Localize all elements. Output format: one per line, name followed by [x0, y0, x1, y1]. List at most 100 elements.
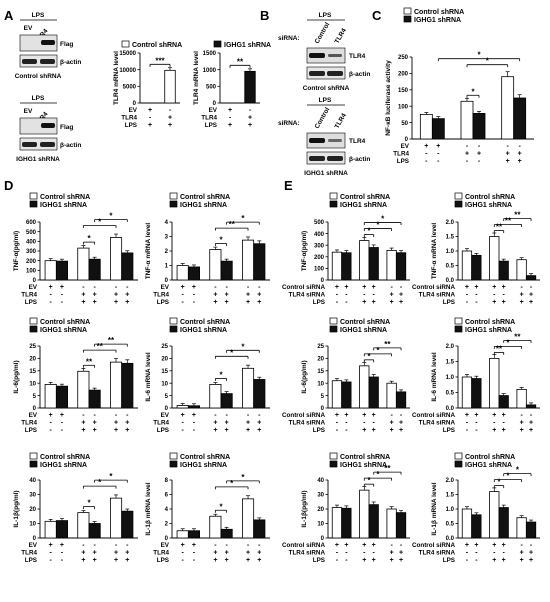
sig-marker: **: [384, 464, 391, 473]
band-label-tlr4: TLR4: [349, 53, 366, 60]
condition-value: +: [213, 557, 217, 564]
sig-marker: **: [237, 57, 244, 66]
condition-label: LPS: [25, 427, 37, 434]
sig-marker: *: [241, 214, 245, 223]
condition-value: -: [249, 107, 252, 114]
legend-label: IGHG1 shRNA: [465, 462, 512, 469]
condition-value: +: [148, 107, 152, 114]
condition-value: +: [148, 122, 152, 129]
legend-swatch: [454, 317, 463, 325]
condition-label: LPS: [25, 557, 37, 564]
panel-label-c: C: [372, 8, 382, 23]
condition-value: +: [114, 420, 118, 427]
condition-value: +: [399, 427, 403, 434]
bar: [77, 512, 90, 539]
legend-swatch: [329, 192, 338, 200]
condition-value: -: [193, 557, 196, 564]
condition-value: +: [390, 420, 394, 427]
y-axis-label: TNF-α mRNA level: [145, 223, 152, 280]
condition-value: -: [425, 151, 428, 158]
sig-marker: *: [367, 227, 371, 236]
condition-value: +: [492, 427, 496, 434]
legend-label: Control shRNA: [465, 454, 515, 461]
y-tick-label: 10: [161, 381, 168, 387]
bar: [341, 381, 352, 409]
legend-label: Control shRNA: [340, 194, 390, 201]
legend-label: IGHG1 shRNA: [40, 462, 87, 469]
bar: [516, 388, 527, 409]
condition-value: +: [192, 284, 196, 291]
legend-label: IGHG1 shRNA: [465, 327, 512, 334]
y-tick-label: 15000: [119, 51, 136, 57]
condition-value: -: [345, 420, 348, 427]
bar: [242, 498, 255, 539]
condition-label: LPS: [443, 427, 455, 434]
condition-value: +: [506, 158, 510, 165]
bar: [395, 252, 407, 281]
y-tick-label: 0.5: [446, 391, 455, 397]
y-tick-label: 100: [398, 104, 409, 110]
sig-marker: *: [376, 221, 380, 230]
condition-value: +: [372, 299, 376, 306]
bar: [419, 114, 433, 140]
bar: [176, 530, 189, 539]
sig-marker: *: [486, 57, 490, 66]
condition-value: -: [518, 143, 521, 150]
condition-label: LPS: [125, 122, 137, 129]
y-tick-label: 0.5: [446, 264, 455, 270]
bar: [501, 76, 515, 140]
condition-label: EV: [401, 143, 410, 150]
legend-label: Control shRNA: [40, 454, 90, 461]
blot-b-ighg1: LPS siRNA: Control TLR4 TLR4 β-actin IGH…: [278, 97, 370, 177]
bar: [461, 376, 473, 409]
sirna-label: siRNA:: [278, 120, 300, 127]
condition-value: +: [60, 542, 64, 549]
condition-label: TLR4: [201, 115, 217, 122]
legend-swatch: [454, 192, 463, 200]
condition-value: -: [520, 284, 523, 291]
condition-value: -: [258, 542, 261, 549]
condition-value: +: [114, 427, 118, 434]
condition-value: -: [345, 550, 348, 557]
blot-header: LPS: [319, 12, 332, 19]
condition-label: TLR4 siRNA: [289, 292, 326, 299]
condition-label: LPS: [313, 557, 325, 564]
bar: [88, 389, 101, 409]
condition-value: +: [390, 427, 394, 434]
bar: [525, 275, 537, 281]
bar: [471, 254, 482, 281]
legend-label: IGHG1 shRNA: [40, 202, 87, 209]
condition-value: +: [529, 427, 533, 434]
condition-value: -: [182, 299, 185, 306]
condition-value: -: [345, 292, 348, 299]
sig-marker: *: [376, 346, 380, 355]
y-tick-label: 5000: [123, 85, 137, 91]
bar: [110, 361, 123, 409]
condition-label: EV: [29, 284, 38, 291]
condition-value: +: [49, 284, 53, 291]
legend-swatch: [169, 452, 178, 460]
condition-label: LPS: [205, 122, 217, 129]
legend-swatch: [29, 200, 38, 208]
condition-value: +: [492, 412, 496, 419]
y-tick-label: 25: [29, 344, 36, 350]
condition-value: +: [529, 550, 533, 557]
y-tick-label: 15: [29, 369, 36, 375]
condition-value: +: [225, 550, 229, 557]
y-axis-label: TNF-α(pg/ml): [13, 231, 20, 271]
condition-label: LPS: [443, 557, 455, 564]
band: [328, 139, 342, 142]
y-tick-label: 0: [321, 406, 325, 412]
condition-label: Control siRNA: [282, 284, 325, 291]
y-axis-label: TNF-α mRNA level: [431, 223, 438, 280]
condition-value: -: [475, 420, 478, 427]
condition-value: -: [247, 542, 250, 549]
condition-value: -: [61, 557, 64, 564]
condition-value: +: [372, 412, 376, 419]
y-tick-label: 300: [314, 243, 325, 249]
sig-marker: **: [384, 340, 391, 349]
sig-marker: *: [219, 236, 223, 245]
